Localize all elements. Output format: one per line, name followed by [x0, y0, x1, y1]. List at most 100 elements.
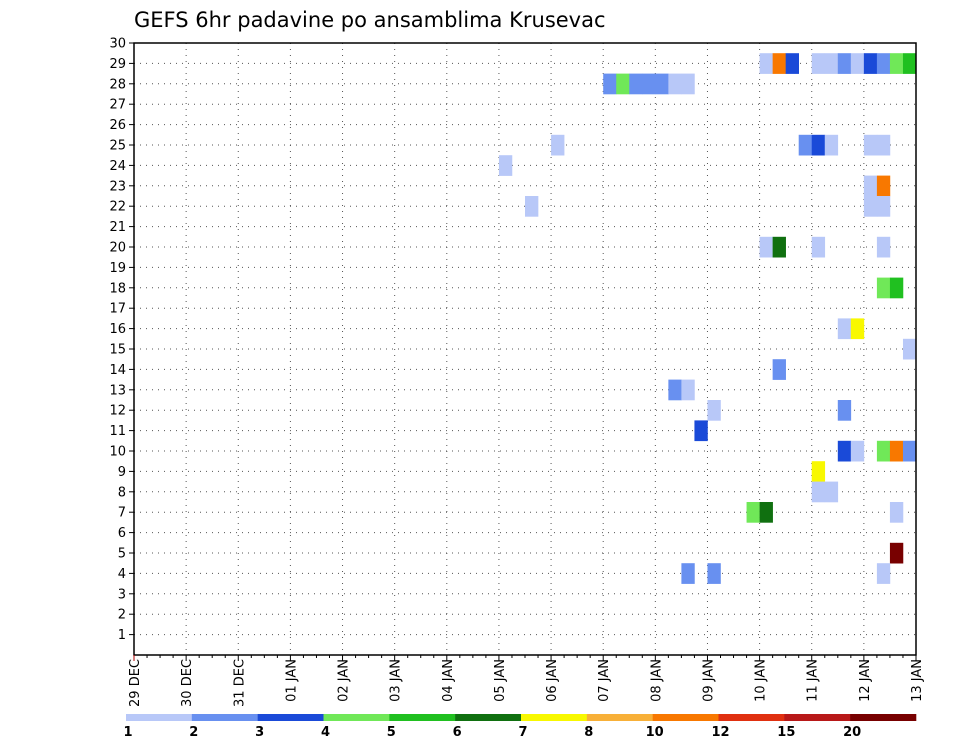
- data-cell: [668, 73, 682, 95]
- y-tick-label: 26: [109, 118, 126, 133]
- y-tick-label: 30: [109, 37, 126, 52]
- data-cell: [850, 318, 865, 340]
- y-tick-label: 23: [109, 179, 126, 194]
- data-cell: [902, 338, 917, 360]
- data-cell: [681, 563, 695, 584]
- data-cell: [889, 53, 904, 74]
- data-cell: [629, 73, 643, 95]
- x-tick-label: 01 JAN: [284, 659, 299, 702]
- data-cell: [889, 502, 904, 523]
- data-cell: [707, 563, 721, 584]
- y-tick-label: 24: [109, 159, 126, 174]
- x-tick-label: 12 JAN: [858, 659, 873, 702]
- y-tick-label: 14: [109, 363, 126, 378]
- data-cell: [655, 73, 669, 95]
- data-cell: [837, 318, 852, 340]
- colorbar-label: 12: [711, 725, 729, 740]
- colorbar-swatch: [455, 714, 522, 721]
- data-cell: [889, 542, 904, 564]
- data-cell: [772, 53, 786, 74]
- data-cell: [863, 53, 878, 74]
- data-cells: [498, 53, 917, 584]
- data-cell: [837, 400, 852, 421]
- colorbar-label: 10: [646, 725, 664, 740]
- x-tick-label: 11 JAN: [806, 659, 821, 702]
- data-cell: [824, 134, 839, 156]
- x-tick-label: 31 DEC: [232, 659, 247, 707]
- y-tick-label: 25: [109, 139, 126, 154]
- data-cell: [681, 379, 695, 401]
- colorbar-swatch: [191, 714, 258, 721]
- data-cell: [707, 400, 721, 421]
- data-cell: [824, 53, 839, 74]
- x-tick-label: 10 JAN: [754, 659, 769, 702]
- colorbar-swatch: [850, 714, 917, 721]
- data-cell: [902, 53, 917, 74]
- data-cell: [876, 563, 891, 584]
- data-cell: [837, 53, 852, 74]
- data-cell: [902, 440, 917, 462]
- data-cell: [785, 53, 799, 74]
- data-cell: [811, 481, 826, 503]
- colorbar-label: 8: [584, 725, 593, 740]
- data-cell: [876, 134, 891, 156]
- data-cell: [876, 53, 891, 74]
- y-tick-label: 27: [109, 98, 126, 113]
- data-cell: [850, 53, 865, 74]
- colorbar-swatch: [389, 714, 456, 721]
- data-cell: [876, 277, 891, 299]
- data-cell: [616, 73, 630, 95]
- y-tick-label: 19: [109, 261, 126, 276]
- data-cell: [746, 502, 760, 523]
- y-tick-label: 13: [109, 383, 126, 398]
- data-cell: [603, 73, 617, 95]
- x-tick-label: 09 JAN: [701, 659, 716, 702]
- data-cell: [759, 236, 773, 258]
- y-tick-label: 29: [109, 57, 126, 72]
- y-tick-label: 11: [109, 424, 126, 439]
- y-tick-label: 5: [118, 547, 126, 562]
- y-tick-label: 7: [118, 506, 126, 521]
- colorbar-swatch: [652, 714, 719, 721]
- data-cell: [551, 134, 565, 156]
- data-cell: [837, 440, 852, 462]
- data-cell: [668, 379, 682, 401]
- colorbar-label: 4: [321, 725, 330, 740]
- x-tick-label: 29 DEC: [128, 659, 143, 707]
- y-tick-label: 4: [118, 567, 126, 582]
- colorbar-label: 3: [255, 725, 264, 740]
- y-tick-label: 28: [109, 77, 126, 92]
- data-cell: [876, 196, 891, 217]
- y-tick-label: 9: [118, 465, 126, 480]
- y-tick-label: 16: [109, 322, 126, 337]
- x-tick-label: 03 JAN: [389, 659, 404, 702]
- y-tick-label: 15: [109, 343, 126, 358]
- data-cell: [681, 73, 695, 95]
- data-cell: [772, 236, 786, 258]
- colorbar-swatch: [126, 714, 193, 721]
- x-tick-label: 02 JAN: [337, 659, 352, 702]
- colorbar-label: 2: [189, 725, 198, 740]
- x-tick-label: 13 JAN: [910, 659, 925, 702]
- x-tick-label: 06 JAN: [545, 659, 560, 702]
- y-tick-label: 8: [118, 485, 126, 500]
- y-tick-label: 21: [109, 220, 126, 235]
- data-cell: [798, 134, 813, 156]
- colorbar-swatch: [257, 714, 324, 721]
- x-tick-label: 30 DEC: [180, 659, 195, 707]
- data-cell: [824, 481, 839, 503]
- data-cell: [525, 196, 539, 217]
- chart-title: GEFS 6hr padavine po ansamblima Krusevac: [134, 8, 606, 32]
- y-tick-label: 18: [109, 281, 126, 296]
- colorbar-label: 1: [123, 725, 132, 740]
- y-tick-label: 22: [109, 200, 126, 215]
- data-cell: [863, 175, 878, 197]
- y-tick-label: 20: [109, 241, 126, 256]
- y-tick-label: 10: [109, 445, 126, 460]
- data-cell: [876, 236, 891, 258]
- y-tick-label: 12: [109, 404, 126, 419]
- data-cell: [811, 134, 826, 156]
- colorbar-label: 6: [453, 725, 462, 740]
- colorbar-swatch: [784, 714, 851, 721]
